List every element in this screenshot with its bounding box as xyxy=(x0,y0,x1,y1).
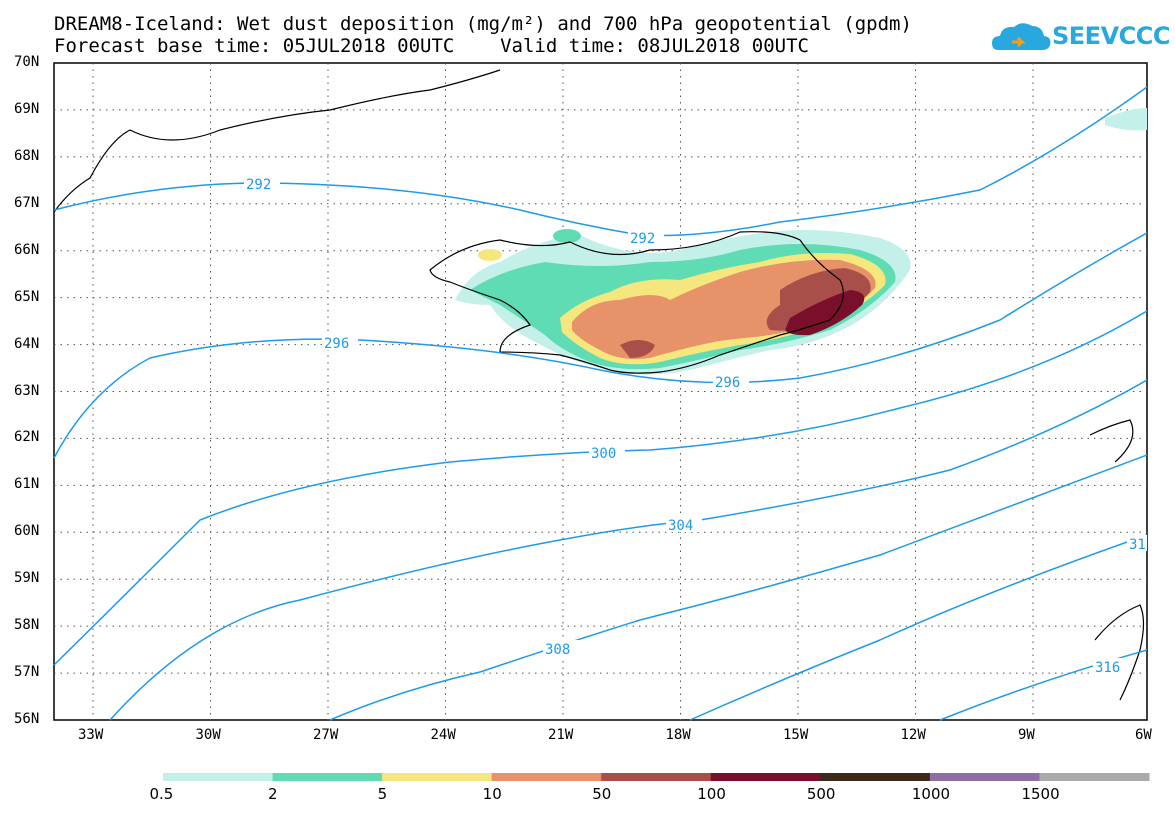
contour-label: 308 xyxy=(545,642,570,658)
latitude-label: 64N xyxy=(14,335,40,352)
legend-label: 1000 xyxy=(911,785,951,803)
legend-label: 2 xyxy=(268,785,278,803)
latitude-label: 61N xyxy=(14,476,40,493)
longitude-label: 30W xyxy=(195,727,221,743)
latitude-label: 58N xyxy=(14,617,40,634)
legend-label: 1500 xyxy=(1021,785,1060,803)
longitude-label: 9W xyxy=(1018,727,1035,743)
map-subtitle: Forecast base time: 05JUL2018 00UTC Vali… xyxy=(54,35,809,57)
latitude-label: 62N xyxy=(14,429,40,446)
geopotential-contours xyxy=(53,86,1148,721)
longitude-label: 12W xyxy=(900,727,926,743)
contour-label: 296 xyxy=(715,375,740,391)
legend-colorbar xyxy=(163,773,1150,781)
contour-label: 296 xyxy=(324,336,349,352)
contour-labels: 292 292 296 296 300 304 308 31 316 xyxy=(244,175,1147,676)
longitude-label: 18W xyxy=(665,727,691,743)
latitude-label: 65N xyxy=(14,288,40,305)
longitude-label: 33W xyxy=(78,727,104,743)
legend-swatch xyxy=(1039,773,1150,781)
logo-text: SEEVCCC xyxy=(1052,22,1171,50)
legend-swatch xyxy=(382,773,493,781)
legend-label: 500 xyxy=(806,785,836,803)
graticule xyxy=(54,63,1147,720)
legend-swatch xyxy=(929,773,1040,781)
longitude-label: 21W xyxy=(548,727,574,743)
longitude-label: 24W xyxy=(430,727,456,743)
longitude-label: 6W xyxy=(1135,727,1152,743)
legend-label: 10 xyxy=(482,785,502,803)
latitude-label: 56N xyxy=(14,711,40,727)
legend-swatch xyxy=(601,773,712,781)
latitude-label: 69N xyxy=(14,100,40,117)
legend-swatch xyxy=(163,773,274,781)
contour-label: 304 xyxy=(668,518,693,534)
legend-swatch xyxy=(272,773,383,781)
legend-swatch xyxy=(820,773,931,781)
latitude-label: 68N xyxy=(14,147,40,164)
latitude-label: 70N xyxy=(14,54,40,70)
longitude-label: 27W xyxy=(313,727,339,743)
longitude-label: 15W xyxy=(783,727,809,743)
contour-label: 300 xyxy=(591,446,616,462)
legend-swatch xyxy=(710,773,821,781)
latitude-label: 60N xyxy=(14,523,40,540)
contour-label: 292 xyxy=(246,177,271,193)
coastlines xyxy=(53,69,1145,701)
cloud-icon xyxy=(992,23,1051,50)
legend-label: 0.5 xyxy=(149,785,174,803)
latitude-label: 57N xyxy=(14,664,40,681)
map-title: DREAM8-Iceland: Wet dust deposition (mg/… xyxy=(54,13,912,35)
latitude-label: 67N xyxy=(14,194,40,211)
dust-deposition-field xyxy=(455,108,1147,375)
legend-label: 50 xyxy=(592,785,612,803)
contour-label: 316 xyxy=(1095,660,1120,676)
contour-label: 292 xyxy=(630,231,655,247)
legend-label: 5 xyxy=(377,785,388,803)
legend-label: 100 xyxy=(697,785,726,803)
latitude-label: 63N xyxy=(14,382,40,399)
latitude-label: 59N xyxy=(14,570,40,587)
legend-swatch xyxy=(491,773,602,781)
contour-label: 31 xyxy=(1129,537,1146,553)
latitude-label: 66N xyxy=(14,241,40,258)
